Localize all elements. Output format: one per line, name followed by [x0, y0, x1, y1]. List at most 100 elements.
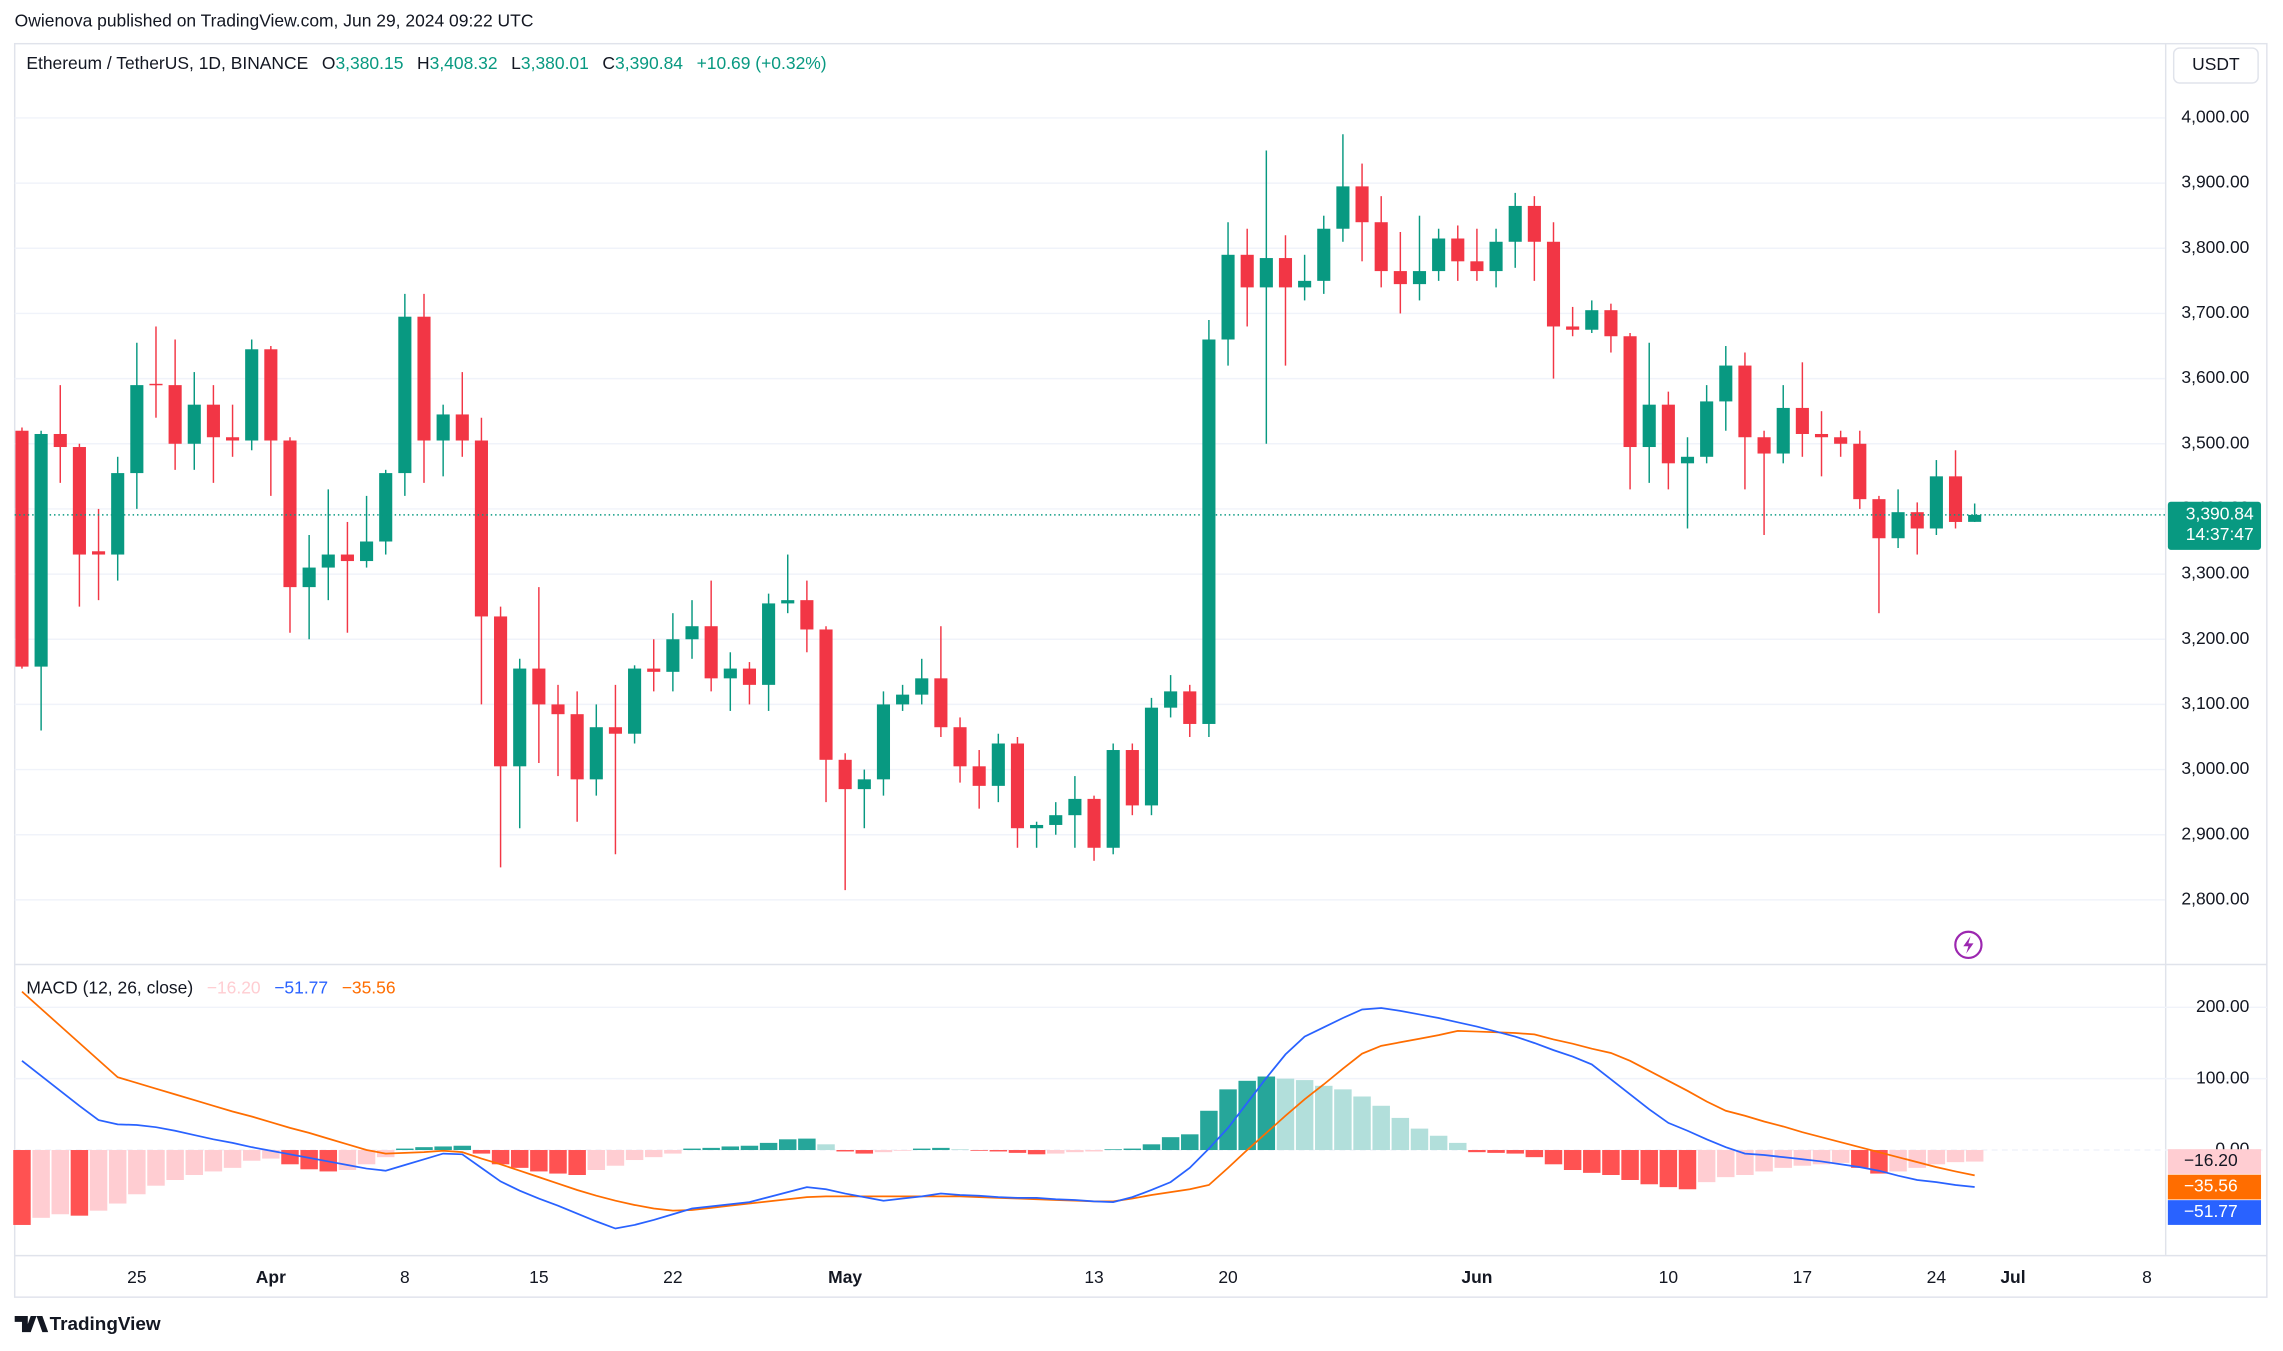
symbol: Ethereum / TetherUS, 1D, BINANCE [26, 53, 308, 73]
candle-body [1872, 499, 1886, 539]
candle-body [149, 383, 163, 386]
candle-body [1412, 271, 1427, 285]
histogram-bar [281, 1150, 299, 1165]
y-tick-label: 3,700.00 [2181, 302, 2249, 322]
histogram-bar [1085, 1150, 1103, 1152]
histogram-bar [1295, 1080, 1314, 1151]
alert-circle[interactable] [1954, 930, 1983, 960]
macd-title: MACD (12, 26, close) [26, 977, 193, 997]
candle-body [1661, 404, 1675, 464]
candle-body [92, 551, 106, 555]
histogram-bar [491, 1150, 510, 1165]
histogram-bar [721, 1146, 740, 1151]
candle-body [876, 704, 891, 780]
candle-body [1451, 238, 1465, 262]
macd-legend: MACD (12, 26, close) −16.20 −51.77 −35.5… [26, 977, 395, 997]
histogram-bar [147, 1150, 165, 1186]
axis-value-box [2167, 1174, 2262, 1200]
candle-body [1068, 798, 1082, 816]
candle-body [1298, 280, 1312, 288]
histogram-bar [1640, 1150, 1658, 1185]
axis-value-label: −16.20 [2184, 1150, 2238, 1170]
low-key: L [511, 53, 521, 73]
histogram-bar [1870, 1150, 1888, 1174]
candle-body [1049, 815, 1063, 825]
histogram-bar [1697, 1150, 1716, 1183]
axis-value-label: −51.77 [2184, 1201, 2238, 1221]
y-tick-label: 3,800.00 [2181, 237, 2249, 257]
candle-body [1087, 798, 1101, 848]
histogram-bar [1219, 1089, 1237, 1151]
alert-icon[interactable] [1954, 930, 1983, 960]
histogram-bar [530, 1150, 548, 1172]
alert-bolt[interactable] [1963, 936, 1974, 954]
histogram-bar [1334, 1089, 1352, 1151]
histogram-bar [798, 1138, 816, 1151]
candle-body [857, 779, 871, 790]
candle-body [800, 600, 814, 630]
histogram-bar [357, 1150, 376, 1165]
candle-body [398, 316, 412, 474]
histogram-bar [1238, 1080, 1256, 1151]
axis-value-label: −35.56 [2184, 1176, 2238, 1196]
histogram [13, 1076, 1984, 1225]
candle-body [436, 414, 450, 441]
candle-body [1834, 437, 1848, 444]
candle-body [1795, 407, 1809, 434]
candle-body [608, 727, 622, 734]
candle-body [1814, 433, 1829, 438]
open-key: O [322, 53, 336, 73]
x-tick-label: 17 [1793, 1267, 1812, 1287]
histogram-bar [625, 1150, 644, 1161]
histogram-bar [1525, 1150, 1544, 1158]
low-value: 3,380.01 [521, 53, 589, 73]
histogram-bar [1927, 1150, 1946, 1165]
published-note: Owienova published on TradingView.com, J… [15, 10, 534, 30]
histogram-bar [70, 1150, 89, 1216]
candle-body [1604, 310, 1618, 337]
histogram-bar [587, 1150, 606, 1171]
histogram-bar [855, 1150, 874, 1154]
histogram-bar [740, 1145, 759, 1151]
candle-body [1929, 476, 1943, 529]
histogram-bar [644, 1150, 663, 1158]
histogram-bar [434, 1146, 452, 1151]
histogram-bar [1621, 1150, 1639, 1180]
histogram-bar [702, 1147, 720, 1151]
candle-body [762, 603, 776, 685]
candle-body [1776, 407, 1790, 454]
candle-body [1010, 743, 1025, 829]
candle-body [915, 678, 929, 695]
candle-body [360, 541, 374, 562]
candle-body [15, 430, 29, 667]
candle-body [321, 554, 335, 568]
candle-body [226, 437, 240, 441]
histogram-bar [1315, 1085, 1333, 1151]
brand-logo [14, 1316, 49, 1333]
histogram-bar [1468, 1150, 1486, 1153]
histogram-bar [1123, 1148, 1142, 1151]
candle-body [685, 626, 699, 640]
y-tick-label: 3,200.00 [2181, 628, 2249, 648]
histogram-bar [128, 1150, 146, 1195]
histogram-bar [415, 1147, 433, 1151]
close-key: C [602, 53, 615, 73]
histogram-bar [989, 1150, 1008, 1152]
y-tick-label: 3,500.00 [2181, 432, 2249, 452]
change: +10.69 (+0.32%) [697, 53, 827, 73]
candle-body [245, 349, 259, 441]
histogram-bar [1372, 1105, 1390, 1151]
candle-body [283, 440, 297, 588]
histogram-bar [913, 1148, 931, 1151]
high-key: H [417, 53, 430, 73]
histogram-bar [1774, 1150, 1792, 1168]
macd-value: −51.77 [274, 977, 328, 997]
candle-body [1278, 258, 1293, 288]
y-tick-label: 3,300.00 [2181, 563, 2249, 583]
symbol-legend: Ethereum / TetherUS, 1D, BINANCE O 3,380.… [26, 53, 826, 73]
currency[interactable]: USDT [2192, 54, 2240, 74]
y-tick-label: 3,100.00 [2181, 693, 2249, 713]
histogram-bar [510, 1150, 529, 1168]
currency-button[interactable] [2172, 47, 2259, 84]
